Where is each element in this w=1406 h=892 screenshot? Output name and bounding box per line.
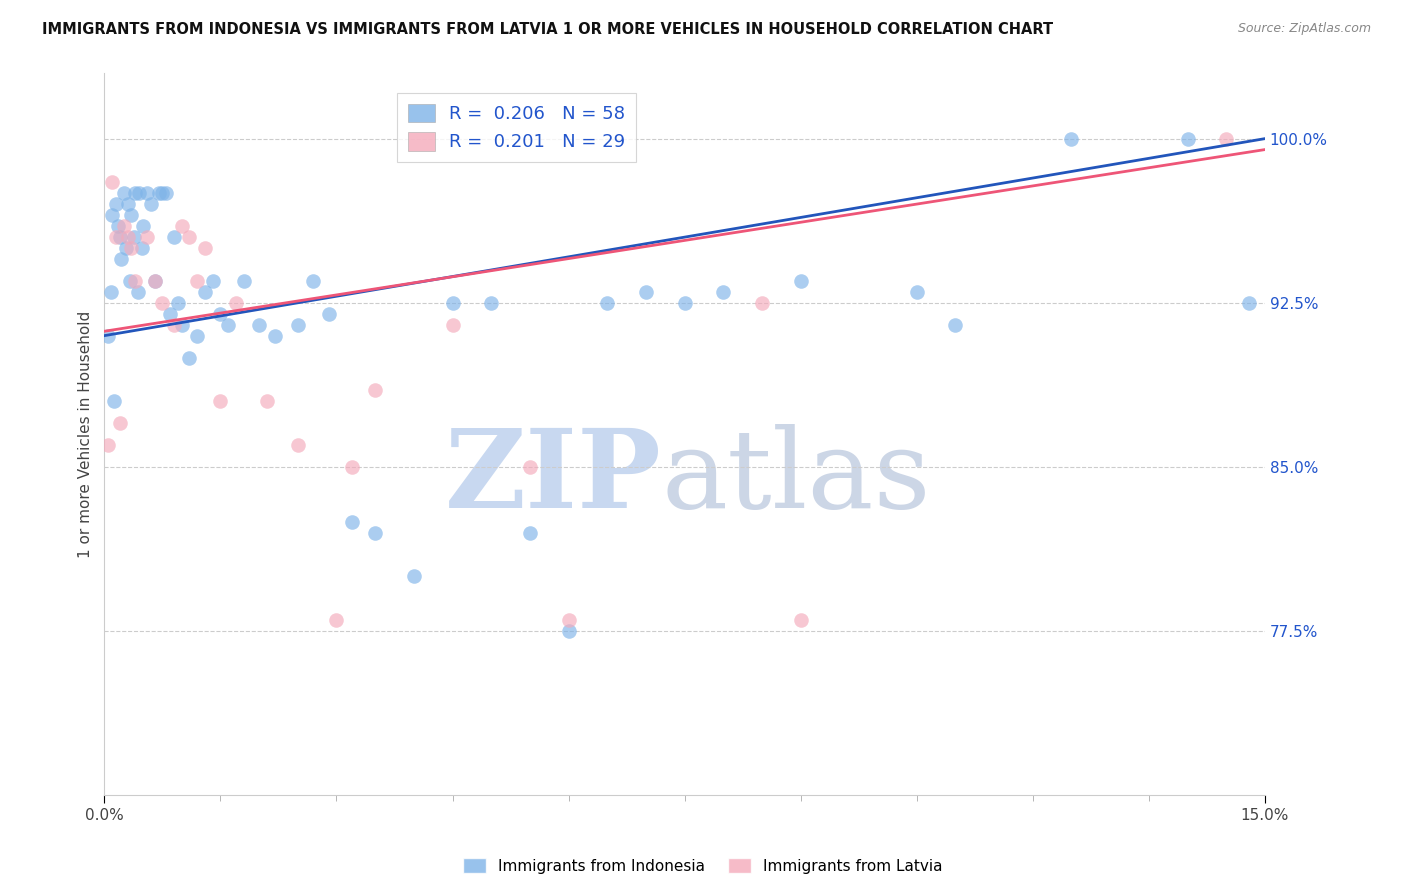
Point [479,295,502,310]
Point [124,186,146,201]
Text: atlas: atlas [661,424,931,531]
Point [711,285,734,299]
Point [186,328,208,343]
Point [340,515,363,529]
Point [364,525,387,540]
Point [127,285,149,299]
Point [139,197,162,211]
Point [179,230,201,244]
Point [217,318,239,332]
Point [118,274,141,288]
Point [201,274,224,288]
Point [143,274,166,288]
Point [318,307,340,321]
Point [120,241,142,255]
Point [143,274,166,288]
Point [131,241,153,255]
Point [287,318,309,332]
Point [302,274,325,288]
Point [132,219,155,234]
Point [634,285,657,299]
Point [101,176,124,190]
Point [170,318,193,332]
Point [110,252,132,266]
Point [159,307,181,321]
Point [152,186,174,201]
Point [325,613,347,627]
Point [194,241,217,255]
Point [519,525,541,540]
Point [263,328,285,343]
Point [167,295,190,310]
Point [673,295,696,310]
Point [128,186,150,201]
Point [112,186,135,201]
Point [441,318,464,332]
Point [1177,131,1199,145]
Point [112,219,135,234]
Point [136,230,159,244]
Point [1239,295,1261,310]
Point [186,274,208,288]
Point [103,394,125,409]
Point [789,274,811,288]
Point [155,186,177,201]
Point [557,624,579,639]
Point [117,230,139,244]
Text: ZIP: ZIP [444,424,661,531]
Y-axis label: 1 or more Vehicles in Household: 1 or more Vehicles in Household [79,310,93,558]
Point [120,208,142,222]
Point [441,295,464,310]
Point [557,613,579,627]
Legend: R =  0.206   N = 58, R =  0.201   N = 29: R = 0.206 N = 58, R = 0.201 N = 29 [396,93,636,162]
Point [1215,131,1237,145]
Point [402,569,425,583]
Point [97,328,120,343]
Point [179,351,201,365]
Point [104,197,127,211]
Point [225,295,247,310]
Point [340,460,363,475]
Point [104,230,127,244]
Text: IMMIGRANTS FROM INDONESIA VS IMMIGRANTS FROM LATVIA 1 OR MORE VEHICLES IN HOUSEH: IMMIGRANTS FROM INDONESIA VS IMMIGRANTS … [42,22,1053,37]
Point [115,241,138,255]
Point [107,219,129,234]
Text: Source: ZipAtlas.com: Source: ZipAtlas.com [1237,22,1371,36]
Point [209,307,232,321]
Point [101,208,124,222]
Point [194,285,217,299]
Point [170,219,193,234]
Point [364,384,387,398]
Point [108,416,131,430]
Point [247,318,270,332]
Point [148,186,170,201]
Point [751,295,773,310]
Legend: Immigrants from Indonesia, Immigrants from Latvia: Immigrants from Indonesia, Immigrants fr… [457,852,949,880]
Point [117,197,139,211]
Point [209,394,232,409]
Point [100,285,122,299]
Point [122,230,145,244]
Point [108,230,131,244]
Point [136,186,159,201]
Point [256,394,278,409]
Point [789,613,811,627]
Point [945,318,967,332]
Point [97,438,120,452]
Point [152,295,174,310]
Point [287,438,309,452]
Point [905,285,928,299]
Point [124,274,146,288]
Point [596,295,619,310]
Point [163,230,186,244]
Point [232,274,254,288]
Point [519,460,541,475]
Point [1060,131,1083,145]
Point [163,318,186,332]
